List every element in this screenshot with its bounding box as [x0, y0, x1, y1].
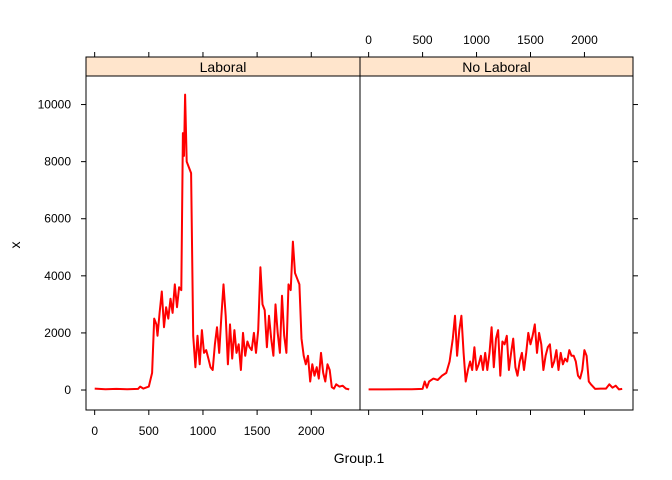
y-tick-label: 0: [64, 383, 71, 397]
panel-1-x-tick-label: 1000: [190, 424, 217, 438]
panel-2-series-line: [368, 314, 623, 391]
panel-2-x-tick-label: 1000: [463, 33, 490, 47]
strip-layer: Laboral No Laboral: [85, 56, 634, 77]
y-tick-label: 10000: [38, 98, 72, 112]
panel-1-strip-label: Laboral: [200, 59, 247, 75]
y-tick-label: 8000: [44, 155, 71, 169]
panel-1-series-line: [94, 93, 350, 391]
panel-2-strip-label: No Laboral: [462, 59, 531, 75]
panel-1-x-tick-label: 1500: [244, 424, 271, 438]
panel-1-x-tick-label: 2000: [298, 424, 325, 438]
y-tick-label: 4000: [44, 269, 71, 283]
series-layer: [94, 93, 623, 391]
panel-1-frame: [85, 75, 361, 411]
panel-2-x-tick-label: 500: [413, 33, 433, 47]
panel-2-frame: [359, 75, 634, 411]
panel-2-x-tick-label: 1500: [517, 33, 544, 47]
y-tick-label: 2000: [44, 326, 71, 340]
x-axis-title: Group.1: [334, 450, 385, 466]
panel-layer: [85, 75, 634, 411]
panel-2-x-tick-label: 0: [365, 33, 372, 47]
tick-layer: 0 500 1000 1500 2000 0 500 1000 1500 2000 0 2000 400…: [38, 33, 638, 438]
y-axis-title: x: [7, 242, 23, 249]
panel-1-x-tick-label: 500: [139, 424, 159, 438]
panel-2-x-tick-label: 2000: [571, 33, 598, 47]
y-tick-label: 6000: [44, 212, 71, 226]
panel-1-x-tick-label: 0: [91, 424, 98, 438]
